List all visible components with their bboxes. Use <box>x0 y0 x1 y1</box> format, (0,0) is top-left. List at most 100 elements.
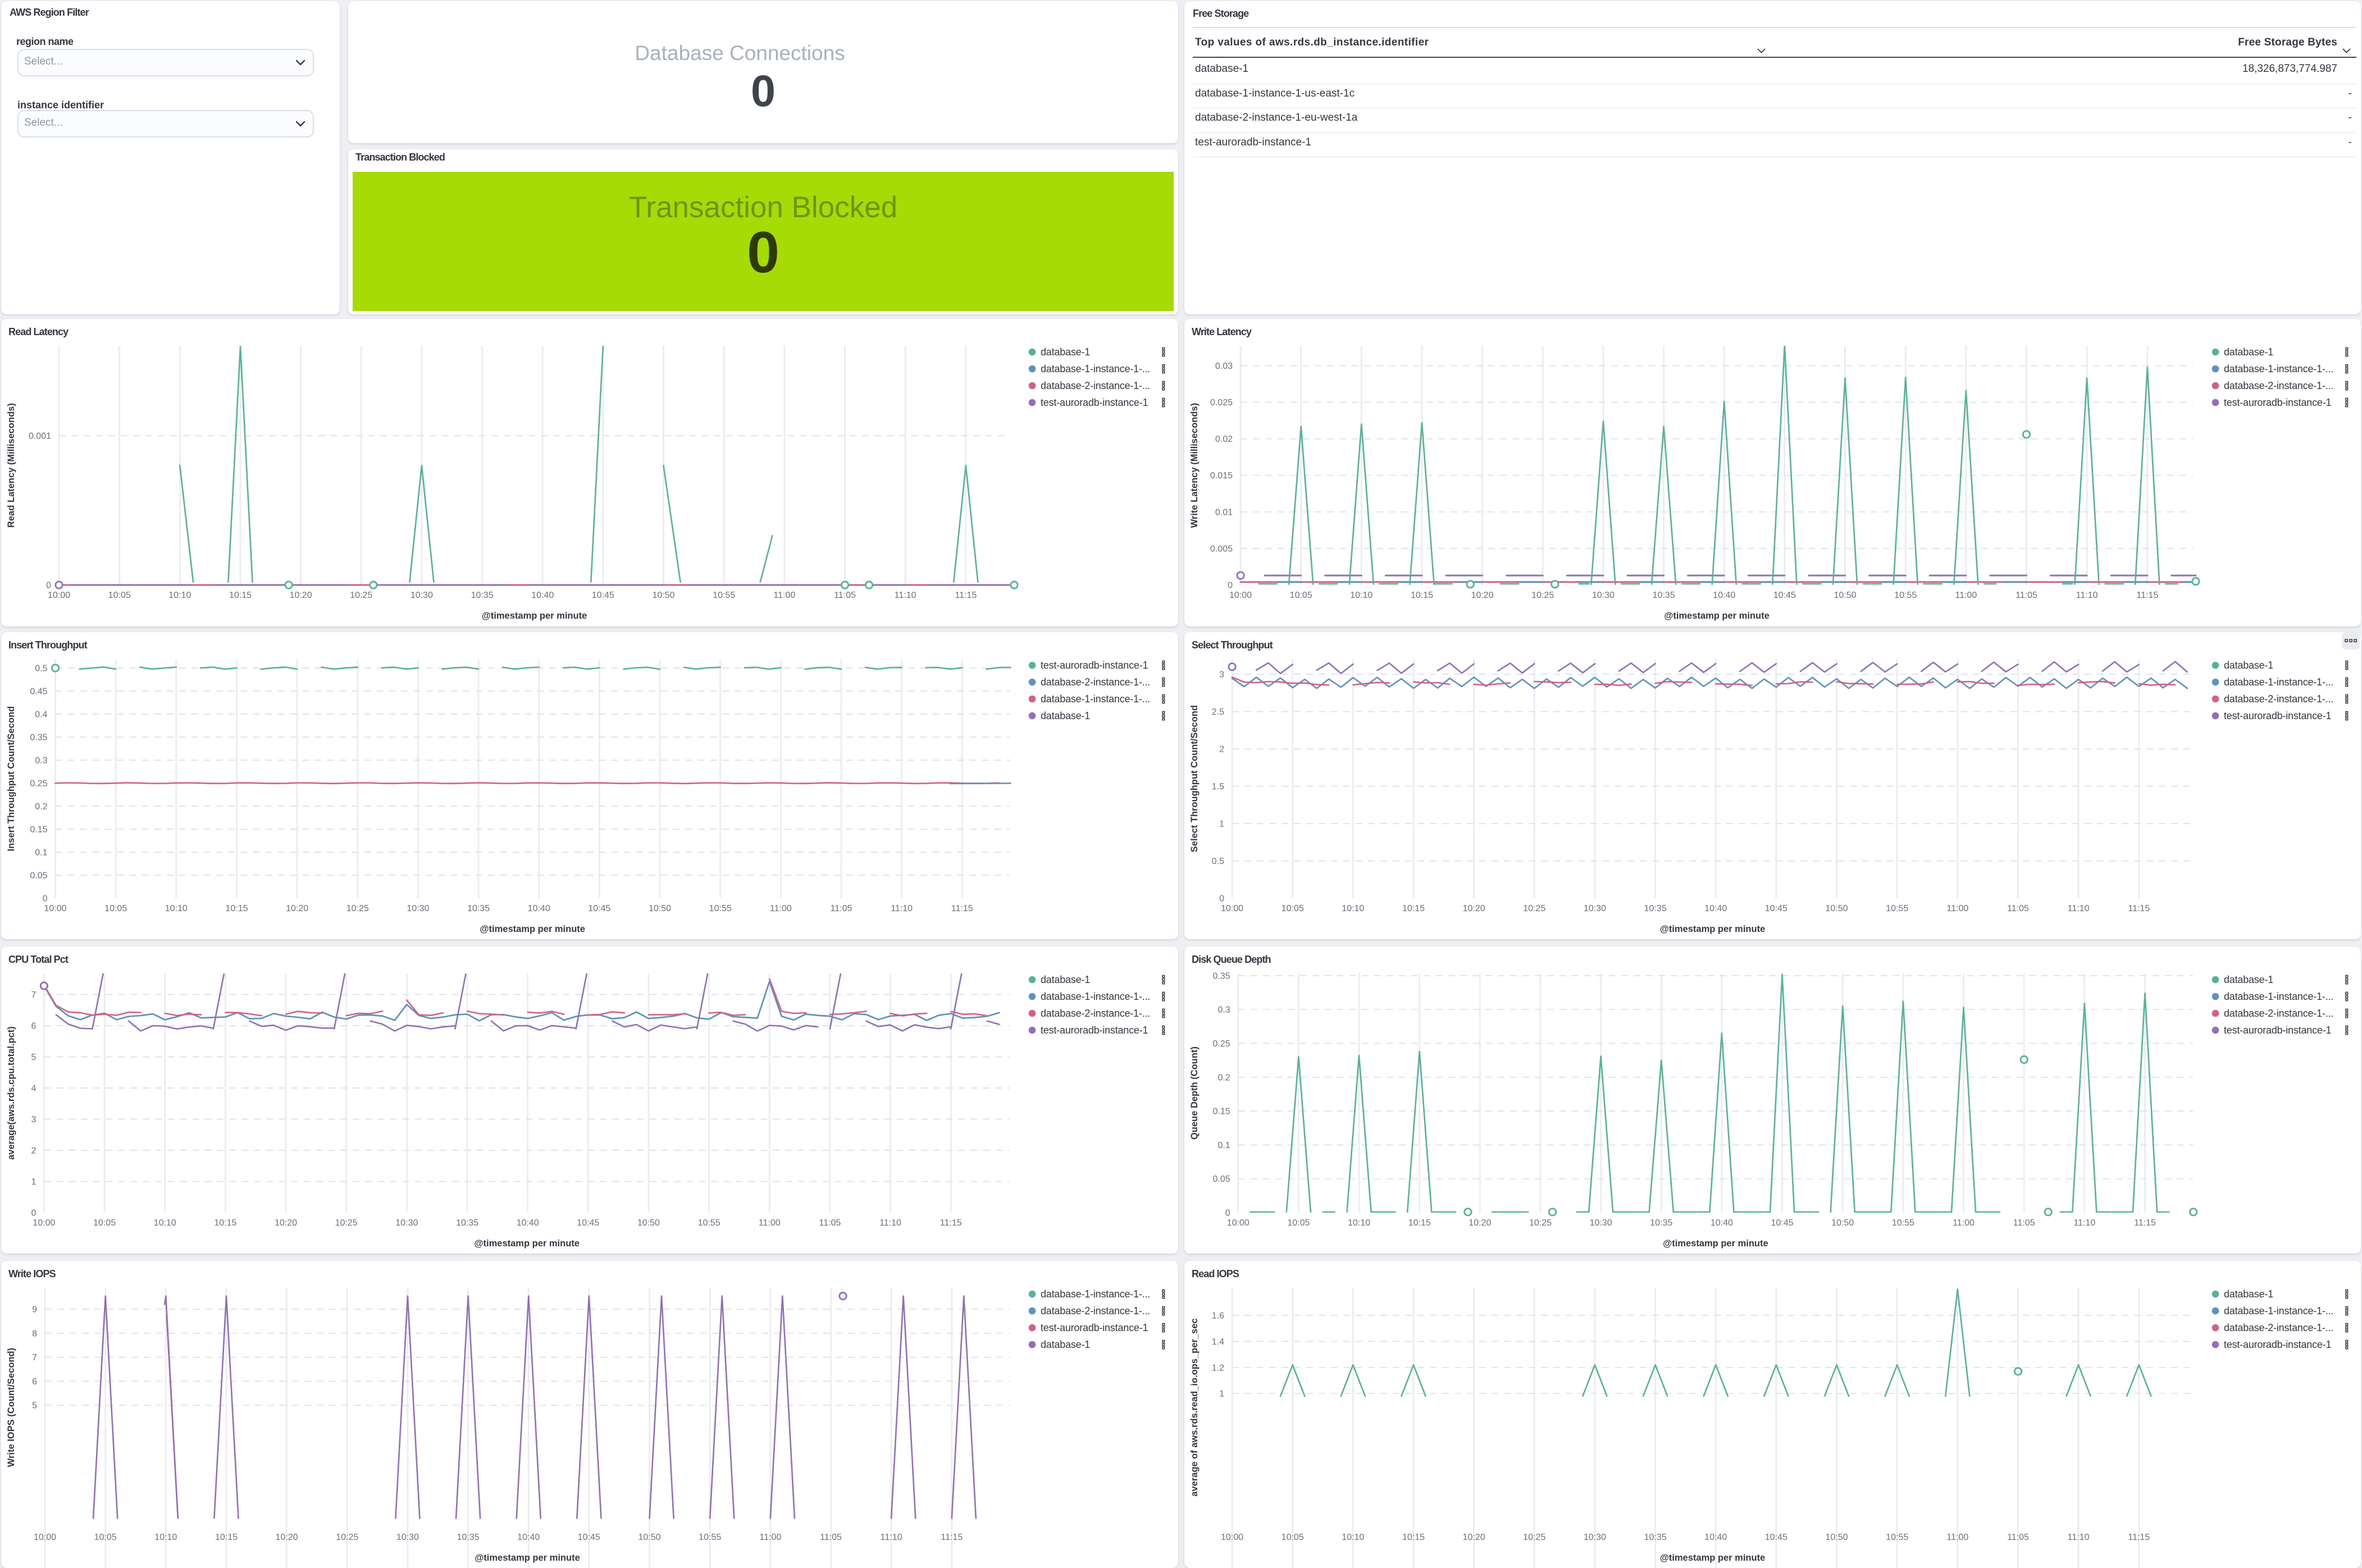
svg-text:10:05: 10:05 <box>108 591 131 600</box>
svg-text:10:25: 10:25 <box>1531 591 1554 600</box>
svg-text:11:10: 11:10 <box>2068 904 2090 913</box>
svg-text:1.2: 1.2 <box>1212 1363 1224 1373</box>
svg-text:11:00: 11:00 <box>759 1533 781 1542</box>
svg-text:Write Latency (Milliseconds): Write Latency (Milliseconds) <box>1189 403 1200 528</box>
svg-text:10:40: 10:40 <box>1713 591 1735 600</box>
svg-text:database-1: database-1 <box>2224 346 2273 358</box>
svg-text:5: 5 <box>31 1053 36 1062</box>
svg-text:7: 7 <box>31 990 36 1000</box>
svg-text:10:30: 10:30 <box>407 904 429 913</box>
svg-text:@timestamp per minute: @timestamp per minute <box>1660 1553 1766 1563</box>
svg-text:10:05: 10:05 <box>93 1218 116 1228</box>
svg-text:database-1: database-1 <box>1041 1339 1090 1350</box>
svg-text:10:10: 10:10 <box>1348 1218 1370 1228</box>
svg-text:11:05: 11:05 <box>820 1533 842 1542</box>
svg-text:database-1-instance-1-...: database-1-instance-1-... <box>2224 1305 2333 1316</box>
svg-text:10:00: 10:00 <box>34 1533 56 1542</box>
svg-text:10:50: 10:50 <box>649 904 671 913</box>
svg-text:0.02: 0.02 <box>1215 435 1233 444</box>
svg-text:average of aws.rds.read_io.ops: average of aws.rds.read_io.ops_per_sec <box>1189 1318 1200 1496</box>
svg-text:11:15: 11:15 <box>951 904 973 913</box>
svg-text:11:10: 11:10 <box>881 1533 902 1542</box>
svg-text:11:00: 11:00 <box>773 591 795 600</box>
svg-text:0.5: 0.5 <box>35 664 47 674</box>
svg-text:4: 4 <box>31 1084 36 1094</box>
svg-text:average(aws.rds.cpu.total.pct): average(aws.rds.cpu.total.pct) <box>6 1026 16 1160</box>
svg-text:11:15: 11:15 <box>940 1218 962 1228</box>
svg-text:9: 9 <box>32 1305 37 1315</box>
svg-text:1: 1 <box>1219 820 1224 829</box>
svg-text:1: 1 <box>31 1177 36 1187</box>
svg-text:10:20: 10:20 <box>1463 1533 1485 1542</box>
svg-text:database-1-instance-1-...: database-1-instance-1-... <box>2224 991 2333 1002</box>
svg-text:11:05: 11:05 <box>2016 591 2037 600</box>
svg-text:Write Latency: Write Latency <box>1192 326 1252 337</box>
svg-text:10:05: 10:05 <box>1287 1218 1310 1228</box>
svg-text:Select Throughput Count/Second: Select Throughput Count/Second <box>1189 705 1200 852</box>
svg-text:10:40: 10:40 <box>1704 1533 1727 1542</box>
svg-text:10:50: 10:50 <box>637 1218 660 1228</box>
svg-text:10:00: 10:00 <box>1227 1218 1250 1228</box>
svg-text:0.001: 0.001 <box>29 432 51 441</box>
svg-text:10:00: 10:00 <box>1221 1533 1243 1542</box>
svg-text:0.03: 0.03 <box>1215 362 1233 371</box>
svg-text:10:30: 10:30 <box>411 591 433 600</box>
svg-text:database-1: database-1 <box>1041 974 1090 985</box>
svg-text:database-1: database-1 <box>2224 660 2273 671</box>
svg-text:10:25: 10:25 <box>346 904 369 913</box>
svg-text:10:50: 10:50 <box>1834 591 1856 600</box>
svg-text:10:15: 10:15 <box>1402 904 1425 913</box>
svg-text:10:40: 10:40 <box>517 1218 539 1228</box>
svg-text:3: 3 <box>31 1115 36 1124</box>
svg-text:10:35: 10:35 <box>457 1533 480 1542</box>
svg-text:10:15: 10:15 <box>1402 1533 1425 1542</box>
svg-text:Insert Throughput: Insert Throughput <box>8 639 88 651</box>
svg-text:10:55: 10:55 <box>1894 591 1917 600</box>
svg-text:10:35: 10:35 <box>1644 1533 1667 1542</box>
svg-text:10:10: 10:10 <box>165 904 188 913</box>
svg-text:0.25: 0.25 <box>1213 1039 1230 1049</box>
svg-text:10:45: 10:45 <box>1771 1218 1793 1228</box>
svg-text:10:45: 10:45 <box>577 1218 599 1228</box>
svg-text:0.2: 0.2 <box>35 802 47 812</box>
svg-text:11:15: 11:15 <box>941 1533 963 1542</box>
svg-text:10:15: 10:15 <box>225 904 248 913</box>
svg-text:10:10: 10:10 <box>1350 591 1372 600</box>
svg-text:@timestamp per minute: @timestamp per minute <box>482 611 587 621</box>
svg-text:test-auroradb-instance-1: test-auroradb-instance-1 <box>2224 397 2331 408</box>
svg-text:0.15: 0.15 <box>30 825 47 835</box>
svg-text:8: 8 <box>32 1329 37 1338</box>
svg-text:10:50: 10:50 <box>1831 1218 1854 1228</box>
svg-text:11:15: 11:15 <box>2136 591 2158 600</box>
svg-text:database-2-instance-1-...: database-2-instance-1-... <box>2224 693 2333 705</box>
svg-text:10:30: 10:30 <box>1584 904 1606 913</box>
svg-text:0.1: 0.1 <box>35 848 47 858</box>
svg-text:Read Latency: Read Latency <box>8 326 69 337</box>
svg-text:2: 2 <box>1219 745 1224 755</box>
svg-text:database-1-instance-1-...: database-1-instance-1-... <box>1041 363 1150 374</box>
svg-text:@timestamp per minute: @timestamp per minute <box>1663 1238 1768 1249</box>
svg-text:database-2-instance-1-...: database-2-instance-1-... <box>1041 1008 1150 1019</box>
svg-text:10:45: 10:45 <box>588 904 610 913</box>
svg-text:10:15: 10:15 <box>1408 1218 1431 1228</box>
svg-text:10:30: 10:30 <box>1592 591 1615 600</box>
svg-text:10:20: 10:20 <box>1471 591 1494 600</box>
svg-text:10:35: 10:35 <box>456 1218 478 1228</box>
svg-text:test-auroradb-instance-1: test-auroradb-instance-1 <box>1041 660 1148 671</box>
svg-text:test-auroradb-instance-1: test-auroradb-instance-1 <box>1041 1322 1148 1333</box>
svg-text:10:35: 10:35 <box>1653 591 1675 600</box>
svg-text:database-2-instance-1-...: database-2-instance-1-... <box>2224 1008 2333 1019</box>
svg-text:10:10: 10:10 <box>1342 904 1364 913</box>
svg-text:10:50: 10:50 <box>1825 904 1848 913</box>
svg-text:10:25: 10:25 <box>336 1533 358 1542</box>
svg-text:database-1-instance-1-...: database-1-instance-1-... <box>2224 676 2333 688</box>
svg-text:11:05: 11:05 <box>831 904 852 913</box>
svg-text:10:05: 10:05 <box>104 904 127 913</box>
svg-text:test-auroradb-instance-1: test-auroradb-instance-1 <box>2224 710 2331 721</box>
svg-text:10:20: 10:20 <box>275 1218 297 1228</box>
svg-text:11:00: 11:00 <box>770 904 792 913</box>
svg-text:Select Throughput: Select Throughput <box>1192 639 1273 651</box>
svg-text:10:10: 10:10 <box>154 1218 176 1228</box>
svg-text:0: 0 <box>1219 894 1224 904</box>
svg-text:0.45: 0.45 <box>30 687 47 697</box>
